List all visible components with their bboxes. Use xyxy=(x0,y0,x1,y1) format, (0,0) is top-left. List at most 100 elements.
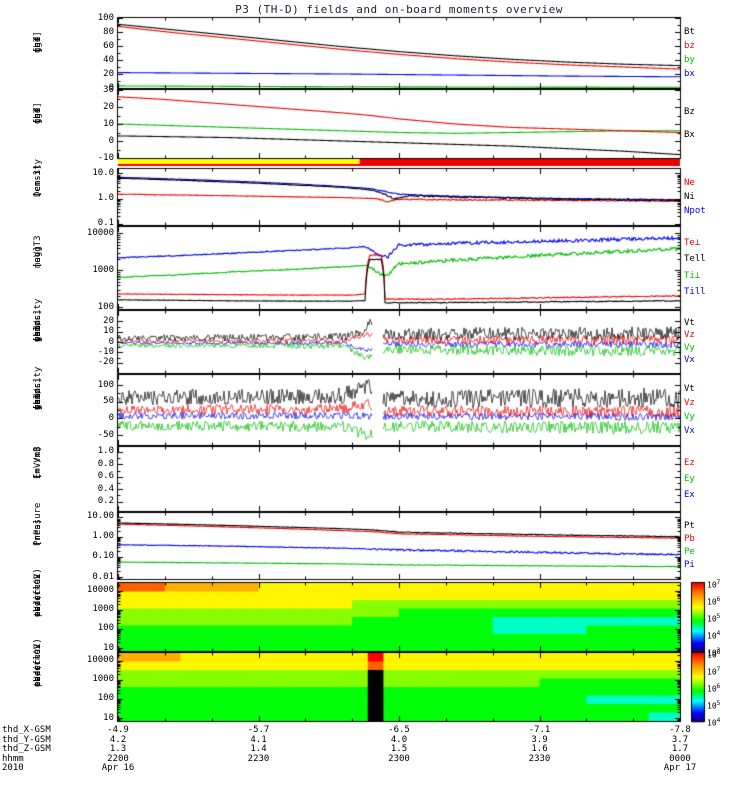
axis-tick-value: 3.7 xyxy=(671,734,689,745)
axis-tick-value: 2300 xyxy=(388,753,410,764)
y-tick-label: 0 xyxy=(108,336,114,347)
y-tick-label: 10 xyxy=(103,118,114,129)
colorbar-tick-label: 104 xyxy=(707,717,721,728)
axis-tick-value: 0000 xyxy=(669,753,691,764)
y-tick-label: 10.0 xyxy=(92,167,114,178)
legend-label: Vy xyxy=(684,411,695,422)
y-tick-label: 0.2 xyxy=(97,496,114,507)
y-tick-label: 0 xyxy=(108,82,114,93)
y-tick-label: 0.01 xyxy=(92,571,114,582)
legend-label: bx xyxy=(684,68,695,79)
y-tick-label: 0.6 xyxy=(97,471,114,482)
axis-tick-value: 1.5 xyxy=(390,744,408,754)
legend-label: Pe xyxy=(684,547,695,558)
legend-label: Ex xyxy=(684,489,695,500)
y-tick-label: -10 xyxy=(97,152,114,163)
legend-label: Vy xyxy=(684,342,695,353)
panel-ylabel-line: [nT] xyxy=(33,102,43,124)
axis-tick-value: 4.1 xyxy=(250,734,267,745)
y-tick-label: -10 xyxy=(97,346,114,357)
legend-label: Bz xyxy=(684,107,695,118)
panel-ylabel-line: -s-sr-eV) xyxy=(33,638,43,687)
legend-label: Bt xyxy=(684,26,695,37)
colorbar-tick-label: 104 xyxy=(707,630,721,641)
y-tick-label: 20 xyxy=(103,101,114,112)
panel-ylabel-line: [km/s] xyxy=(33,377,43,410)
axis-tick-value: 1.4 xyxy=(250,744,267,754)
panel-ylabel-line: -s-sr-eV) xyxy=(33,568,43,617)
panel-ylabel-line: [cm-3] xyxy=(33,164,43,197)
colorbar-exponent: 3 xyxy=(716,647,721,654)
legend-label: Npot xyxy=(684,205,706,216)
y-tick-label: 10 xyxy=(103,642,114,653)
y-tick-label: 100 xyxy=(97,693,114,704)
panel-ylabel-line: [km/s] xyxy=(33,309,43,342)
y-tick-label: 0.1 xyxy=(97,218,114,229)
legend-label: by xyxy=(684,54,695,65)
y-tick-label: 50 xyxy=(103,396,114,407)
axis-row-label: thd_Y-GSM xyxy=(2,734,51,745)
colorbar-tick-label: 105 xyxy=(707,700,721,711)
y-tick-label: 100 xyxy=(97,12,114,23)
axis-row-label: thd_X-GSM xyxy=(2,725,51,735)
colorbar-tick-label: 107 xyxy=(707,666,721,677)
axis-tick-value: 4.0 xyxy=(390,734,408,745)
legend-label: Pi xyxy=(684,560,695,571)
colorbar-exponent: 4 xyxy=(716,717,721,724)
y-tick-label: 10.00 xyxy=(86,511,114,522)
legend-label: Vx xyxy=(684,355,695,366)
y-tick-label: -20 xyxy=(97,357,114,368)
axis-tick-value: 2200 xyxy=(107,753,129,764)
colorbar-exponent: 6 xyxy=(716,596,721,603)
colorbar-exponent: 8 xyxy=(716,649,721,656)
colorbar-exponent: 5 xyxy=(716,613,721,620)
legend-label: bz xyxy=(684,40,695,51)
legend-label: Vz xyxy=(684,397,695,408)
panel-ylabel-line: [nT] xyxy=(33,31,43,53)
y-tick-label: 1000 xyxy=(92,264,114,275)
axis-tick-value: -7.8 xyxy=(669,725,691,735)
y-tick-label: 1000 xyxy=(92,604,114,615)
colorbar-tick-label: 105 xyxy=(707,613,721,624)
legend-label: Vz xyxy=(684,330,695,341)
y-tick-label: 0 xyxy=(108,135,114,146)
colorbar-tick-label: 106 xyxy=(707,683,721,694)
y-tick-label: 0.8 xyxy=(97,458,114,469)
legend-label: Tell xyxy=(684,254,706,265)
legend-label: Ni xyxy=(684,191,695,202)
y-tick-label: 100 xyxy=(97,379,114,390)
axis-tick-value: -5.7 xyxy=(247,725,270,735)
y-tick-label: 30 xyxy=(103,84,114,95)
legend-label: Pt xyxy=(684,520,695,531)
legend-label: Ne xyxy=(684,177,695,188)
y-tick-label: 1.00 xyxy=(92,531,114,542)
axis-tick-value: 1.7 xyxy=(671,744,689,754)
y-tick-label: 60 xyxy=(103,40,114,51)
colorbar-tick-label: 108 xyxy=(707,649,721,660)
axis-tick-value: 3.9 xyxy=(531,734,548,745)
y-tick-label: 1000 xyxy=(92,674,114,685)
colorbar-exponent: 4 xyxy=(716,630,721,637)
axis-tick-value: -4.9 xyxy=(107,725,129,735)
axis-tick-value: -7.1 xyxy=(528,725,551,735)
y-tick-label: -50 xyxy=(97,429,114,440)
colorbar-exponent: 7 xyxy=(716,579,721,586)
y-tick-label: 0.10 xyxy=(92,551,114,562)
legend-label: Ey xyxy=(684,473,695,484)
panel-ylabel-line: [eV] xyxy=(33,246,43,268)
y-tick-label: 80 xyxy=(103,26,114,37)
colorbar-tick-label: 106 xyxy=(707,596,721,607)
legend-label: Pb xyxy=(684,533,695,544)
y-tick-label: 10000 xyxy=(86,585,114,596)
y-tick-label: 20 xyxy=(103,68,114,79)
colorbar-exponent: 6 xyxy=(716,683,721,690)
y-tick-label: 0.4 xyxy=(97,483,114,494)
y-tick-label: 1.0 xyxy=(97,446,114,457)
axis-tick-value: Apr 17 xyxy=(663,763,697,773)
y-tick-label: 0 xyxy=(108,412,114,423)
panel-ylabel-line: [nPa] xyxy=(33,518,43,546)
y-tick-label: 20 xyxy=(103,315,114,326)
y-tick-label: 1.0 xyxy=(97,193,114,204)
